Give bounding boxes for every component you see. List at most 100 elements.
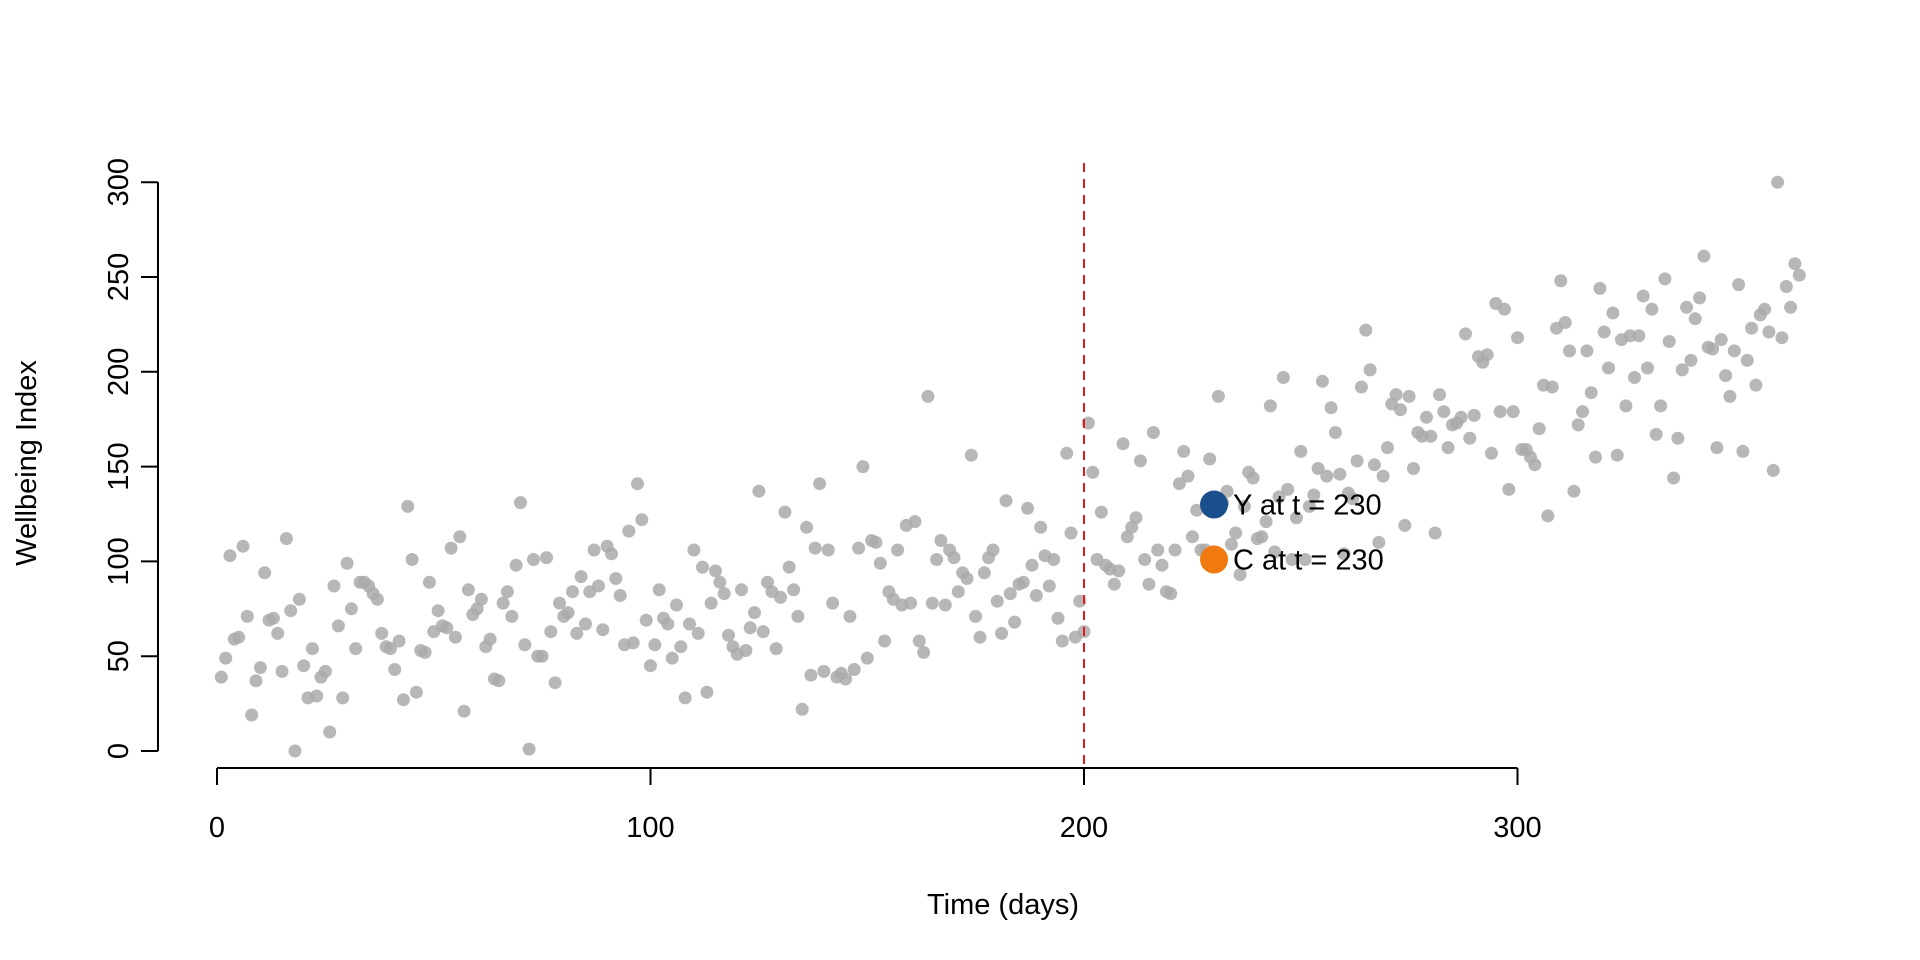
data-point <box>1732 278 1746 292</box>
data-point <box>1502 482 1516 496</box>
data-point <box>1498 302 1511 316</box>
data-point <box>1680 300 1694 314</box>
data-point <box>1129 511 1143 525</box>
data-point <box>1736 444 1750 458</box>
data-point <box>349 642 363 656</box>
data-point <box>505 609 519 623</box>
data-point <box>271 626 285 640</box>
data-point <box>873 556 887 570</box>
data-point <box>817 664 831 678</box>
data-point <box>331 619 345 633</box>
data-point <box>1749 378 1763 392</box>
data-point <box>1276 371 1290 384</box>
data-point <box>540 551 553 565</box>
data-point <box>214 670 228 684</box>
data-point <box>1693 291 1707 305</box>
data-point <box>1602 361 1615 375</box>
data-point <box>735 583 748 597</box>
data-point <box>843 609 857 623</box>
data-point <box>1372 535 1386 549</box>
data-point <box>1420 410 1433 424</box>
data-point <box>1511 331 1524 345</box>
data-point <box>1255 530 1269 544</box>
counterfactual-marker <box>1200 545 1229 574</box>
data-point <box>1424 429 1438 443</box>
data-point <box>440 621 454 635</box>
data-point <box>908 515 922 529</box>
data-point <box>1272 490 1286 504</box>
data-point <box>661 617 675 631</box>
data-point <box>1636 289 1650 303</box>
data-point <box>1485 446 1498 460</box>
data-point <box>856 460 870 474</box>
data-point <box>1021 501 1035 515</box>
data-point <box>1467 408 1481 422</box>
data-point <box>800 520 814 534</box>
data-point <box>852 541 866 555</box>
data-point <box>1563 344 1576 358</box>
data-point <box>709 564 722 578</box>
data-point <box>1029 589 1043 602</box>
data-point <box>327 579 341 593</box>
data-point <box>1094 505 1108 519</box>
data-point <box>1580 344 1594 358</box>
data-point <box>717 587 731 601</box>
data-point <box>1302 499 1316 513</box>
data-point <box>752 484 766 498</box>
data-point <box>1285 553 1299 566</box>
data-point <box>1367 458 1381 472</box>
data-point <box>1142 577 1156 591</box>
data-point <box>782 560 796 574</box>
data-point <box>1311 462 1325 475</box>
data-point <box>1376 469 1390 483</box>
data-point <box>1337 547 1351 561</box>
data-point <box>1576 405 1589 419</box>
data-point <box>700 685 714 699</box>
data-point <box>1662 335 1676 348</box>
data-point <box>1116 437 1130 451</box>
data-point <box>826 596 840 610</box>
data-point <box>1671 431 1685 445</box>
data-point <box>1181 469 1195 483</box>
data-point <box>1042 579 1056 593</box>
data-point <box>1710 441 1724 455</box>
x-axis-title: Time (days) <box>927 889 1079 921</box>
data-point <box>1151 543 1165 557</box>
data-point <box>1324 401 1338 415</box>
data-point <box>635 513 649 527</box>
data-point <box>474 592 488 606</box>
data-point <box>1758 302 1772 316</box>
data-point <box>266 611 280 625</box>
data-point <box>613 589 627 602</box>
data-point <box>1567 484 1581 498</box>
data-point <box>1398 518 1412 532</box>
data-point <box>1060 446 1074 460</box>
data-point <box>292 592 306 606</box>
data-point <box>514 496 527 510</box>
x-tick-label: 100 <box>626 812 674 844</box>
data-point <box>912 634 926 648</box>
observed-label: Y at t = 230 <box>1233 490 1382 522</box>
data-point <box>1294 444 1308 458</box>
y-axis-title: Wellbeing Index <box>11 360 43 566</box>
data-point <box>1558 316 1572 329</box>
data-point <box>999 494 1013 508</box>
data-point <box>1745 321 1759 335</box>
observed-marker <box>1200 490 1229 519</box>
data-point <box>1433 388 1446 402</box>
data-point <box>1333 467 1347 481</box>
data-point <box>1034 520 1048 534</box>
data-point <box>574 570 588 584</box>
x-axis: 0 100 200 300 <box>209 767 1542 844</box>
data-point <box>622 524 636 538</box>
data-point <box>483 632 497 646</box>
data-point <box>1138 553 1152 566</box>
data-point <box>1740 353 1754 367</box>
data-point <box>561 606 575 620</box>
data-point <box>1545 380 1559 394</box>
data-point <box>401 499 415 513</box>
data-point <box>1454 410 1468 424</box>
data-point <box>1263 399 1277 413</box>
data-point <box>453 530 467 544</box>
